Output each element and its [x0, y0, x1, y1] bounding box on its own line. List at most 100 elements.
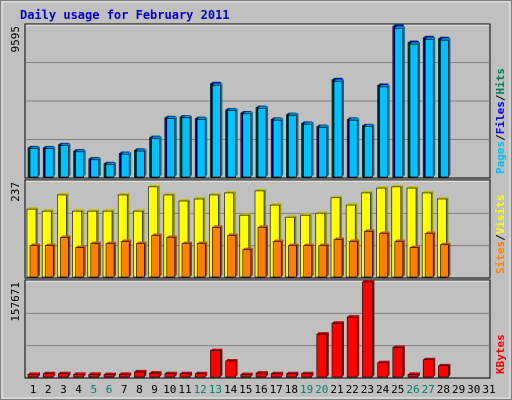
bar-visits-day-25-top — [391, 184, 403, 187]
bar-kbytes-day-25 — [392, 347, 404, 378]
bar-kbytes-day-9-top — [149, 371, 162, 374]
bar-visits-day-15-top — [239, 213, 251, 216]
bar-kbytes-day-22 — [346, 316, 358, 378]
bar-sites-day-8-top — [136, 241, 147, 244]
x-tick-label: 11 — [178, 383, 191, 396]
bar-visits-day-18-top — [285, 215, 297, 218]
bar-kbytes-day-6-side — [114, 372, 116, 377]
bar-kbytes-day-6 — [103, 374, 115, 378]
x-tick-label: 14 — [224, 383, 238, 396]
bar-kbytes-day-12-side — [205, 371, 208, 377]
bar-pages-day-21-side — [342, 79, 344, 177]
legend-visitors: Sites/Visits — [494, 195, 507, 275]
bar-kbytes-day-25-top — [392, 345, 405, 348]
bar-pages-day-17 — [272, 119, 282, 178]
bar-sites-day-11-side — [190, 241, 192, 277]
bar-pages-day-21-top — [334, 79, 344, 82]
bar-visits-day-13-top — [209, 192, 221, 195]
bar-visits-day-21-top — [331, 195, 342, 198]
bar-sites-day-19-side — [311, 243, 314, 277]
bar-kbytes-day-15-side — [250, 372, 253, 377]
bar-sites-day-26 — [409, 247, 419, 278]
bar-sites-day-10-side — [174, 235, 177, 277]
bar-sites-day-3-side — [68, 235, 71, 277]
bar-visits-day-19-top — [300, 213, 312, 216]
bar-kbytes-day-28-side — [448, 363, 451, 377]
bar-sites-day-25-top — [394, 239, 405, 242]
bar-kbytes-day-27-side — [433, 357, 436, 377]
legend-entry: KBytes — [494, 334, 507, 374]
bar-kbytes-day-17 — [270, 373, 282, 378]
bar-sites-day-28 — [440, 244, 449, 278]
bar-pages-day-1-side — [38, 146, 40, 177]
bar-pages-day-6-side — [114, 162, 116, 177]
bar-pages-day-14 — [227, 110, 236, 178]
bar-sites-day-9-side — [159, 233, 162, 277]
bar-pages-day-27-side — [433, 37, 436, 177]
x-tick-label: 20 — [315, 383, 328, 396]
bar-sites-day-8-side — [144, 241, 147, 277]
bar-kbytes-day-27-top — [423, 357, 436, 360]
bar-pages-day-18-side — [296, 113, 299, 177]
bar-sites-day-18-top — [288, 243, 299, 246]
bar-kbytes-day-28-top — [438, 363, 451, 366]
y-max-label: 237 — [9, 182, 22, 202]
bar-sites-day-10 — [166, 237, 176, 278]
bar-sites-day-6-side — [114, 241, 116, 277]
bar-sites-day-16-side — [266, 225, 268, 277]
bar-sites-day-17-side — [281, 239, 284, 277]
bar-kbytes-day-18 — [286, 373, 297, 378]
bar-pages-day-12-side — [205, 117, 208, 177]
bar-sites-day-3-top — [60, 235, 71, 238]
bar-visits-day-2-top — [42, 209, 54, 212]
bar-pages-day-4-side — [83, 149, 86, 177]
bar-kbytes-day-24-side — [387, 360, 390, 377]
bar-sites-day-20 — [318, 245, 328, 278]
bar-pages-day-17-side — [281, 118, 284, 177]
bar-pages-day-22 — [348, 119, 358, 178]
bar-pages-day-24 — [379, 86, 388, 178]
bar-pages-day-7-top — [121, 152, 132, 155]
bar-visits-day-23-top — [361, 190, 373, 193]
bar-kbytes-day-9 — [149, 372, 160, 378]
x-tick-label: 7 — [121, 383, 128, 396]
bar-pages-day-16-side — [266, 106, 268, 177]
x-tick-label: 17 — [270, 383, 283, 396]
bar-kbytes-day-12-top — [195, 371, 208, 374]
bar-pages-day-25 — [394, 27, 404, 178]
bar-pages-day-5-top — [90, 157, 101, 160]
bar-pages-day-8-side — [144, 149, 147, 177]
bar-pages-day-28-top — [440, 38, 451, 41]
x-tick-label: 16 — [254, 383, 267, 396]
bar-pages-day-3-top — [60, 143, 71, 146]
bars-volume — [27, 280, 451, 378]
bar-sites-day-1-top — [30, 243, 40, 246]
bar-sites-day-13-side — [220, 225, 223, 277]
bar-pages-day-2-side — [53, 146, 56, 177]
bar-sites-day-26-top — [410, 245, 420, 248]
bar-kbytes-day-20-top — [316, 332, 329, 335]
bar-visits-day-1-top — [27, 207, 38, 210]
bar-sites-day-4-side — [83, 245, 86, 277]
x-tick-label: 24 — [376, 383, 390, 396]
bar-kbytes-day-8-top — [134, 369, 147, 372]
bar-kbytes-day-15-top — [240, 372, 253, 375]
bar-kbytes-day-13-top — [210, 348, 223, 351]
bar-kbytes-day-3-top — [58, 371, 71, 374]
bar-sites-day-19-top — [303, 243, 314, 246]
bar-pages-day-23 — [364, 126, 373, 178]
bar-sites-day-27-side — [433, 231, 436, 277]
bar-kbytes-day-24 — [377, 362, 388, 378]
bar-sites-day-9-top — [151, 233, 162, 236]
x-tick-label: 27 — [422, 383, 435, 396]
bar-pages-day-9-top — [151, 136, 162, 139]
bar-kbytes-day-9-side — [159, 371, 162, 377]
bar-pages-day-6 — [105, 164, 115, 178]
bar-kbytes-day-20-side — [326, 332, 329, 377]
bar-sites-day-20-top — [318, 243, 329, 246]
bar-kbytes-day-16-side — [266, 371, 268, 377]
bars-traffic — [27, 24, 451, 178]
bar-pages-day-28-side — [448, 38, 451, 177]
bar-kbytes-day-13 — [210, 350, 221, 378]
x-tick-label: 12 — [194, 383, 207, 396]
